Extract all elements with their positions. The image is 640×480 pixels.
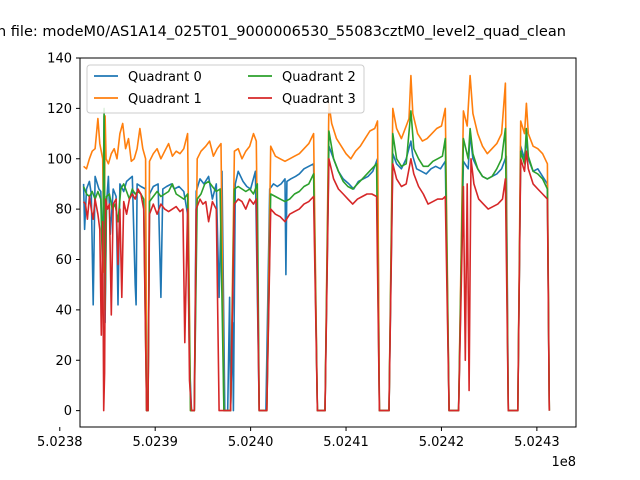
series-line-quadrant-1 — [83, 74, 551, 412]
y-axis: 0 20 40 60 80 100 120 140 — [47, 52, 80, 419]
series-line-quadrant-3 — [82, 150, 551, 412]
x-axis-offset-label: 1e8 — [551, 455, 576, 470]
series-layer — [82, 74, 551, 412]
x-tick-label: 5.0238 — [37, 435, 83, 450]
x-tick-label: 5.0243 — [514, 435, 560, 450]
y-tick-label: 60 — [55, 253, 72, 268]
x-tick-label: 5.0239 — [132, 435, 178, 450]
plot-frame — [79, 57, 577, 428]
y-tick-label: 20 — [55, 354, 72, 369]
y-tick-label: 40 — [55, 303, 72, 318]
legend-label-quadrant-3: Quadrant 3 — [282, 92, 356, 107]
y-tick-label: 0 — [64, 404, 72, 419]
legend-label-quadrant-0: Quadrant 0 — [128, 70, 202, 85]
y-tick-label: 120 — [47, 102, 72, 117]
legend-label-quadrant-2: Quadrant 2 — [282, 70, 356, 85]
legend-box — [86, 64, 365, 114]
y-tick-label: 100 — [47, 152, 72, 167]
chart-title: n file: modeM0/AS1A14_025T01_9000006530_… — [0, 24, 566, 40]
x-tick-label: 5.0241 — [323, 435, 369, 450]
x-axis: 5.0238 5.0239 5.0240 5.0241 5.0242 5.0243 — [37, 427, 560, 450]
x-tick-label: 5.0240 — [228, 435, 274, 450]
x-tick-label: 5.0242 — [419, 435, 465, 450]
y-tick-label: 80 — [55, 203, 72, 218]
legend: Quadrant 0 Quadrant 1 Quadrant 2 Quadrant 3 — [86, 64, 365, 114]
y-tick-label: 140 — [47, 52, 72, 67]
legend-label-quadrant-1: Quadrant 1 — [128, 92, 202, 107]
